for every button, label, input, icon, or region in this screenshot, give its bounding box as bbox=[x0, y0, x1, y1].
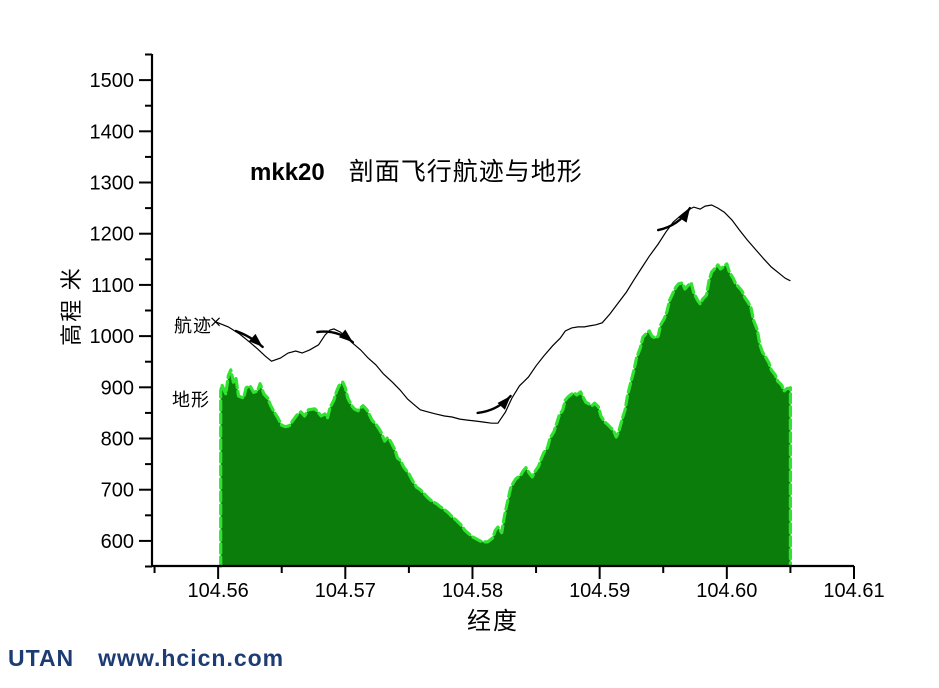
flight-path-series bbox=[211, 204, 791, 424]
arrow-head-icon bbox=[248, 333, 263, 347]
flight-path-line bbox=[215, 204, 791, 424]
x-tick-label: 104.58 bbox=[442, 580, 503, 602]
terrain-series bbox=[219, 262, 792, 568]
direction-arrows bbox=[234, 206, 692, 415]
y-tick-label: 900 bbox=[101, 377, 134, 399]
chart-title-text: 剖面飞行航迹与地形 bbox=[348, 159, 583, 186]
chart-title: mkk20 剖面飞行航迹与地形 bbox=[250, 152, 583, 188]
terrain-outline bbox=[219, 262, 792, 568]
y-tick-label: 1400 bbox=[90, 121, 135, 143]
path-start-marker bbox=[211, 317, 221, 327]
y-tick-label: 1000 bbox=[90, 326, 135, 348]
y-axis-label: 高程 米 bbox=[59, 266, 84, 346]
y-tick-label: 1300 bbox=[90, 173, 135, 195]
y-tick-label: 600 bbox=[101, 531, 134, 553]
flight-path-label: 航迹 bbox=[174, 316, 212, 336]
y-tick-label: 1500 bbox=[90, 70, 135, 92]
chart-title-prefix: mkk20 bbox=[250, 159, 325, 186]
terrain-area bbox=[220, 263, 791, 566]
footer-brand: UTAN bbox=[8, 645, 75, 671]
y-tick-label: 800 bbox=[101, 429, 134, 451]
terrain-label: 地形 bbox=[172, 390, 210, 410]
x-tick-label: 104.60 bbox=[696, 580, 757, 602]
y-tick-label: 1100 bbox=[91, 275, 134, 297]
arrow-head-icon bbox=[497, 396, 511, 410]
x-tick-label: 104.59 bbox=[569, 580, 630, 602]
y-tick-label: 700 bbox=[101, 480, 134, 502]
x-axis-label: 经度 bbox=[467, 609, 519, 635]
y-tick-label: 1200 bbox=[90, 224, 135, 246]
footer-url: www.hcicn.com bbox=[98, 645, 285, 671]
x-tick-label: 104.56 bbox=[188, 580, 249, 602]
x-tick-label: 104.57 bbox=[315, 580, 376, 602]
arrow-head-icon bbox=[338, 329, 353, 343]
x-tick-label: 104.61 bbox=[823, 580, 884, 602]
footer-watermark: UTAN www.hcicn.com bbox=[8, 645, 284, 672]
axes: 600 700 800 900 1000 1100 1200 1300 1400 1500 104.… bbox=[90, 53, 885, 602]
arrow-head-icon bbox=[678, 208, 690, 223]
